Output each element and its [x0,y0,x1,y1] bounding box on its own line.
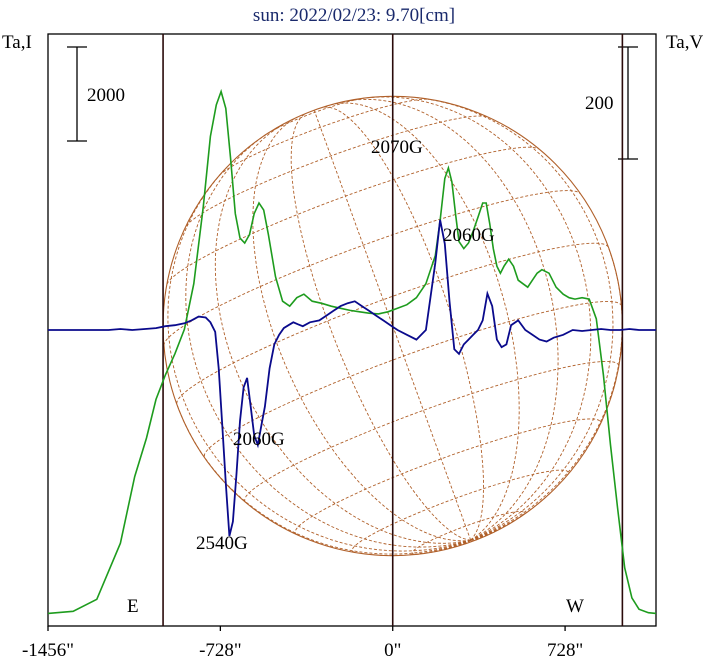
x-axis-ticks: -1456"-728"0"728"1456" [22,626,583,661]
longitude-line [380,539,471,557]
right-scale-label: 200 [585,93,614,114]
right-scale-bar [618,46,638,160]
latitude-line [294,418,602,535]
x-tick-label: 728" [547,640,583,661]
x-tick-label: 0" [384,640,401,661]
annotation-2070g: 2070G [371,137,423,158]
latitude-line [163,190,581,346]
latitude-line [185,115,487,227]
longitude-line [313,110,472,541]
longitude-line [322,106,484,541]
latitude-line [219,98,429,176]
longitude-line [176,404,471,555]
latitude-line [351,469,569,553]
chart-title: sun: 2022/02/23: 9.70[cm] [253,5,455,26]
right-axis-label: Ta,V [666,32,703,53]
left-scale-bar [67,46,87,142]
longitude-line [470,531,495,541]
annotation-2060g-left: 2060G [233,429,285,450]
left-scale-label: 2000 [87,85,125,106]
longitude-line [214,123,471,544]
longitude-line [470,247,623,541]
x-tick-label: -1456" [22,640,74,661]
x-tick-label: -728" [199,640,242,661]
solar-disk-grid [162,95,623,557]
latitude-line [411,511,525,555]
longitude-line [470,539,478,541]
longitude-line [252,116,471,542]
west-limb-label: W [566,596,584,617]
longitude-line [470,540,472,542]
intensity-curve [47,88,657,615]
annotation-2060g-right: 2060G [443,225,495,246]
east-limb-label: E [127,596,139,617]
longitude-line [290,113,471,541]
longitude-line [331,102,520,541]
latitude-line [176,242,609,404]
longitude-line [470,493,550,541]
annotation-2540g: 2540G [196,533,248,554]
longitude-line [346,98,559,541]
longitude-line [185,132,471,548]
longitude-line [364,96,592,541]
polarization-curve [48,219,656,537]
left-axis-label: Ta,I [2,32,32,53]
